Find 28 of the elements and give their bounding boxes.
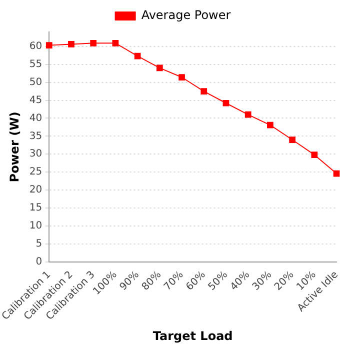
y-axis-title: Power (W)	[7, 112, 22, 182]
point	[289, 136, 296, 143]
y-tick-label: 45	[29, 94, 42, 106]
point	[244, 111, 252, 118]
legend-label: Average Power	[141, 8, 231, 22]
point	[311, 152, 318, 158]
point	[222, 100, 230, 106]
y-tick-label: 30	[29, 148, 42, 160]
y-tick-label: 5	[36, 238, 42, 250]
y-tick-label: 55	[29, 58, 42, 70]
y-tick-label: 40	[29, 112, 42, 124]
y-tick-label: 15	[29, 202, 42, 214]
x-axis-title: Target Load	[152, 328, 233, 343]
y-tick-label: 25	[29, 166, 42, 178]
point	[46, 42, 52, 48]
y-tick-label: 60	[29, 40, 42, 52]
point	[90, 40, 97, 46]
point	[156, 64, 163, 72]
y-tick-label: 35	[29, 130, 42, 142]
y-tick-label: 50	[29, 76, 42, 88]
point	[267, 122, 274, 128]
point	[112, 40, 119, 46]
point	[200, 88, 208, 94]
y-tick-label: 20	[29, 184, 42, 196]
point	[68, 41, 74, 48]
y-tick-label: 0	[36, 256, 42, 268]
y-tick-label: 10	[29, 220, 42, 232]
point	[178, 74, 185, 80]
